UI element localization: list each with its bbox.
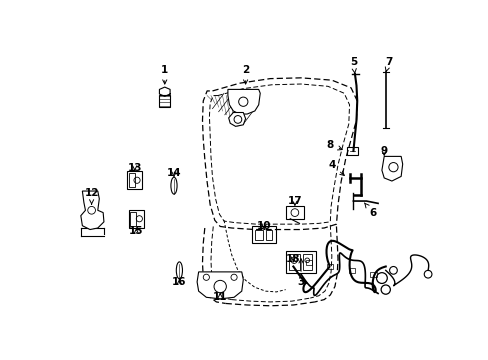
Text: 10: 10 xyxy=(256,221,271,231)
Bar xyxy=(326,264,333,269)
Bar xyxy=(265,230,271,240)
Bar xyxy=(369,272,376,276)
Bar xyxy=(251,226,276,243)
Polygon shape xyxy=(227,89,260,114)
Text: 6: 6 xyxy=(364,203,375,217)
Bar xyxy=(348,268,354,273)
Bar xyxy=(254,230,262,240)
Bar xyxy=(346,147,357,155)
Text: 4: 4 xyxy=(327,160,344,175)
Text: 14: 14 xyxy=(166,167,181,177)
Bar xyxy=(305,260,311,265)
Bar xyxy=(285,206,304,219)
Text: 15: 15 xyxy=(129,226,143,236)
Bar xyxy=(130,212,136,226)
Text: 18: 18 xyxy=(285,254,300,264)
Bar xyxy=(127,171,142,189)
Bar xyxy=(285,251,316,273)
Text: 12: 12 xyxy=(84,188,99,204)
Text: 16: 16 xyxy=(172,277,186,287)
Text: 3: 3 xyxy=(297,259,304,287)
Polygon shape xyxy=(197,272,243,299)
Text: 7: 7 xyxy=(385,58,392,71)
Polygon shape xyxy=(228,112,245,126)
Text: 8: 8 xyxy=(326,140,342,150)
Bar xyxy=(128,210,143,228)
Text: 2: 2 xyxy=(242,65,249,84)
Text: 9: 9 xyxy=(380,146,387,156)
Text: 13: 13 xyxy=(127,163,142,173)
Polygon shape xyxy=(81,191,104,230)
Bar xyxy=(302,254,311,270)
Polygon shape xyxy=(381,156,402,181)
Bar xyxy=(159,95,170,107)
Bar xyxy=(288,254,299,270)
Bar xyxy=(128,173,135,187)
Text: 17: 17 xyxy=(287,196,302,206)
Text: 5: 5 xyxy=(349,58,356,73)
Text: 1: 1 xyxy=(161,65,168,84)
Text: 11: 11 xyxy=(212,292,227,302)
